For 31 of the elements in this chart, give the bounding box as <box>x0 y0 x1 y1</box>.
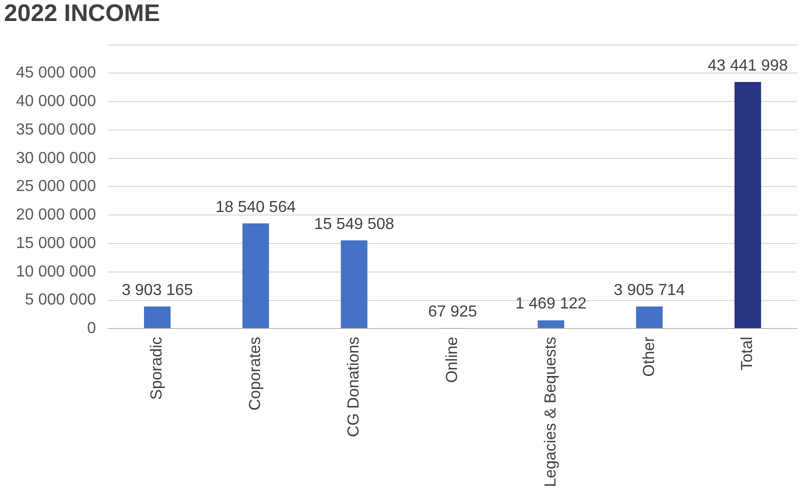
y-tick-label: 45 000 000 <box>16 64 96 82</box>
data-label: 1 469 122 <box>515 296 587 313</box>
data-label: 18 540 564 <box>216 198 296 216</box>
y-tick-label: 40 000 000 <box>16 92 96 110</box>
y-tick-label: 0 <box>87 320 96 338</box>
x-tick-label: Coporates <box>247 336 264 411</box>
bar <box>340 240 368 328</box>
data-label: 43 441 998 <box>708 57 788 74</box>
x-tick-label: CG Donations <box>346 336 363 438</box>
data-label: 15 549 508 <box>314 216 394 233</box>
bar <box>636 306 663 328</box>
y-tick-label: 35 000 000 <box>16 121 96 138</box>
y-tick-label: 20 000 000 <box>16 206 96 224</box>
bar <box>242 223 269 328</box>
chart-title: 2022 INCOME <box>4 0 160 28</box>
y-tick-label: 10 000 000 <box>16 263 96 280</box>
x-tick-label: Legacies & Bequests <box>542 336 560 488</box>
bar <box>144 306 171 328</box>
data-label: 3 903 165 <box>122 282 193 299</box>
x-tick-label: Total <box>739 336 756 370</box>
x-tick-label: Online <box>444 336 461 383</box>
x-tick-label: Other <box>640 336 658 377</box>
y-tick-label: 5 000 000 <box>24 292 96 309</box>
y-tick-label: 15 000 000 <box>16 234 96 252</box>
data-label: 3 905 714 <box>614 282 686 299</box>
data-label: 67 925 <box>428 304 478 321</box>
y-tick-label: 25 000 000 <box>16 178 96 196</box>
x-tick-label: Sporadic <box>148 336 166 400</box>
bar <box>538 320 564 328</box>
bar <box>734 82 762 328</box>
y-tick-label: 30 000 000 <box>16 150 96 167</box>
